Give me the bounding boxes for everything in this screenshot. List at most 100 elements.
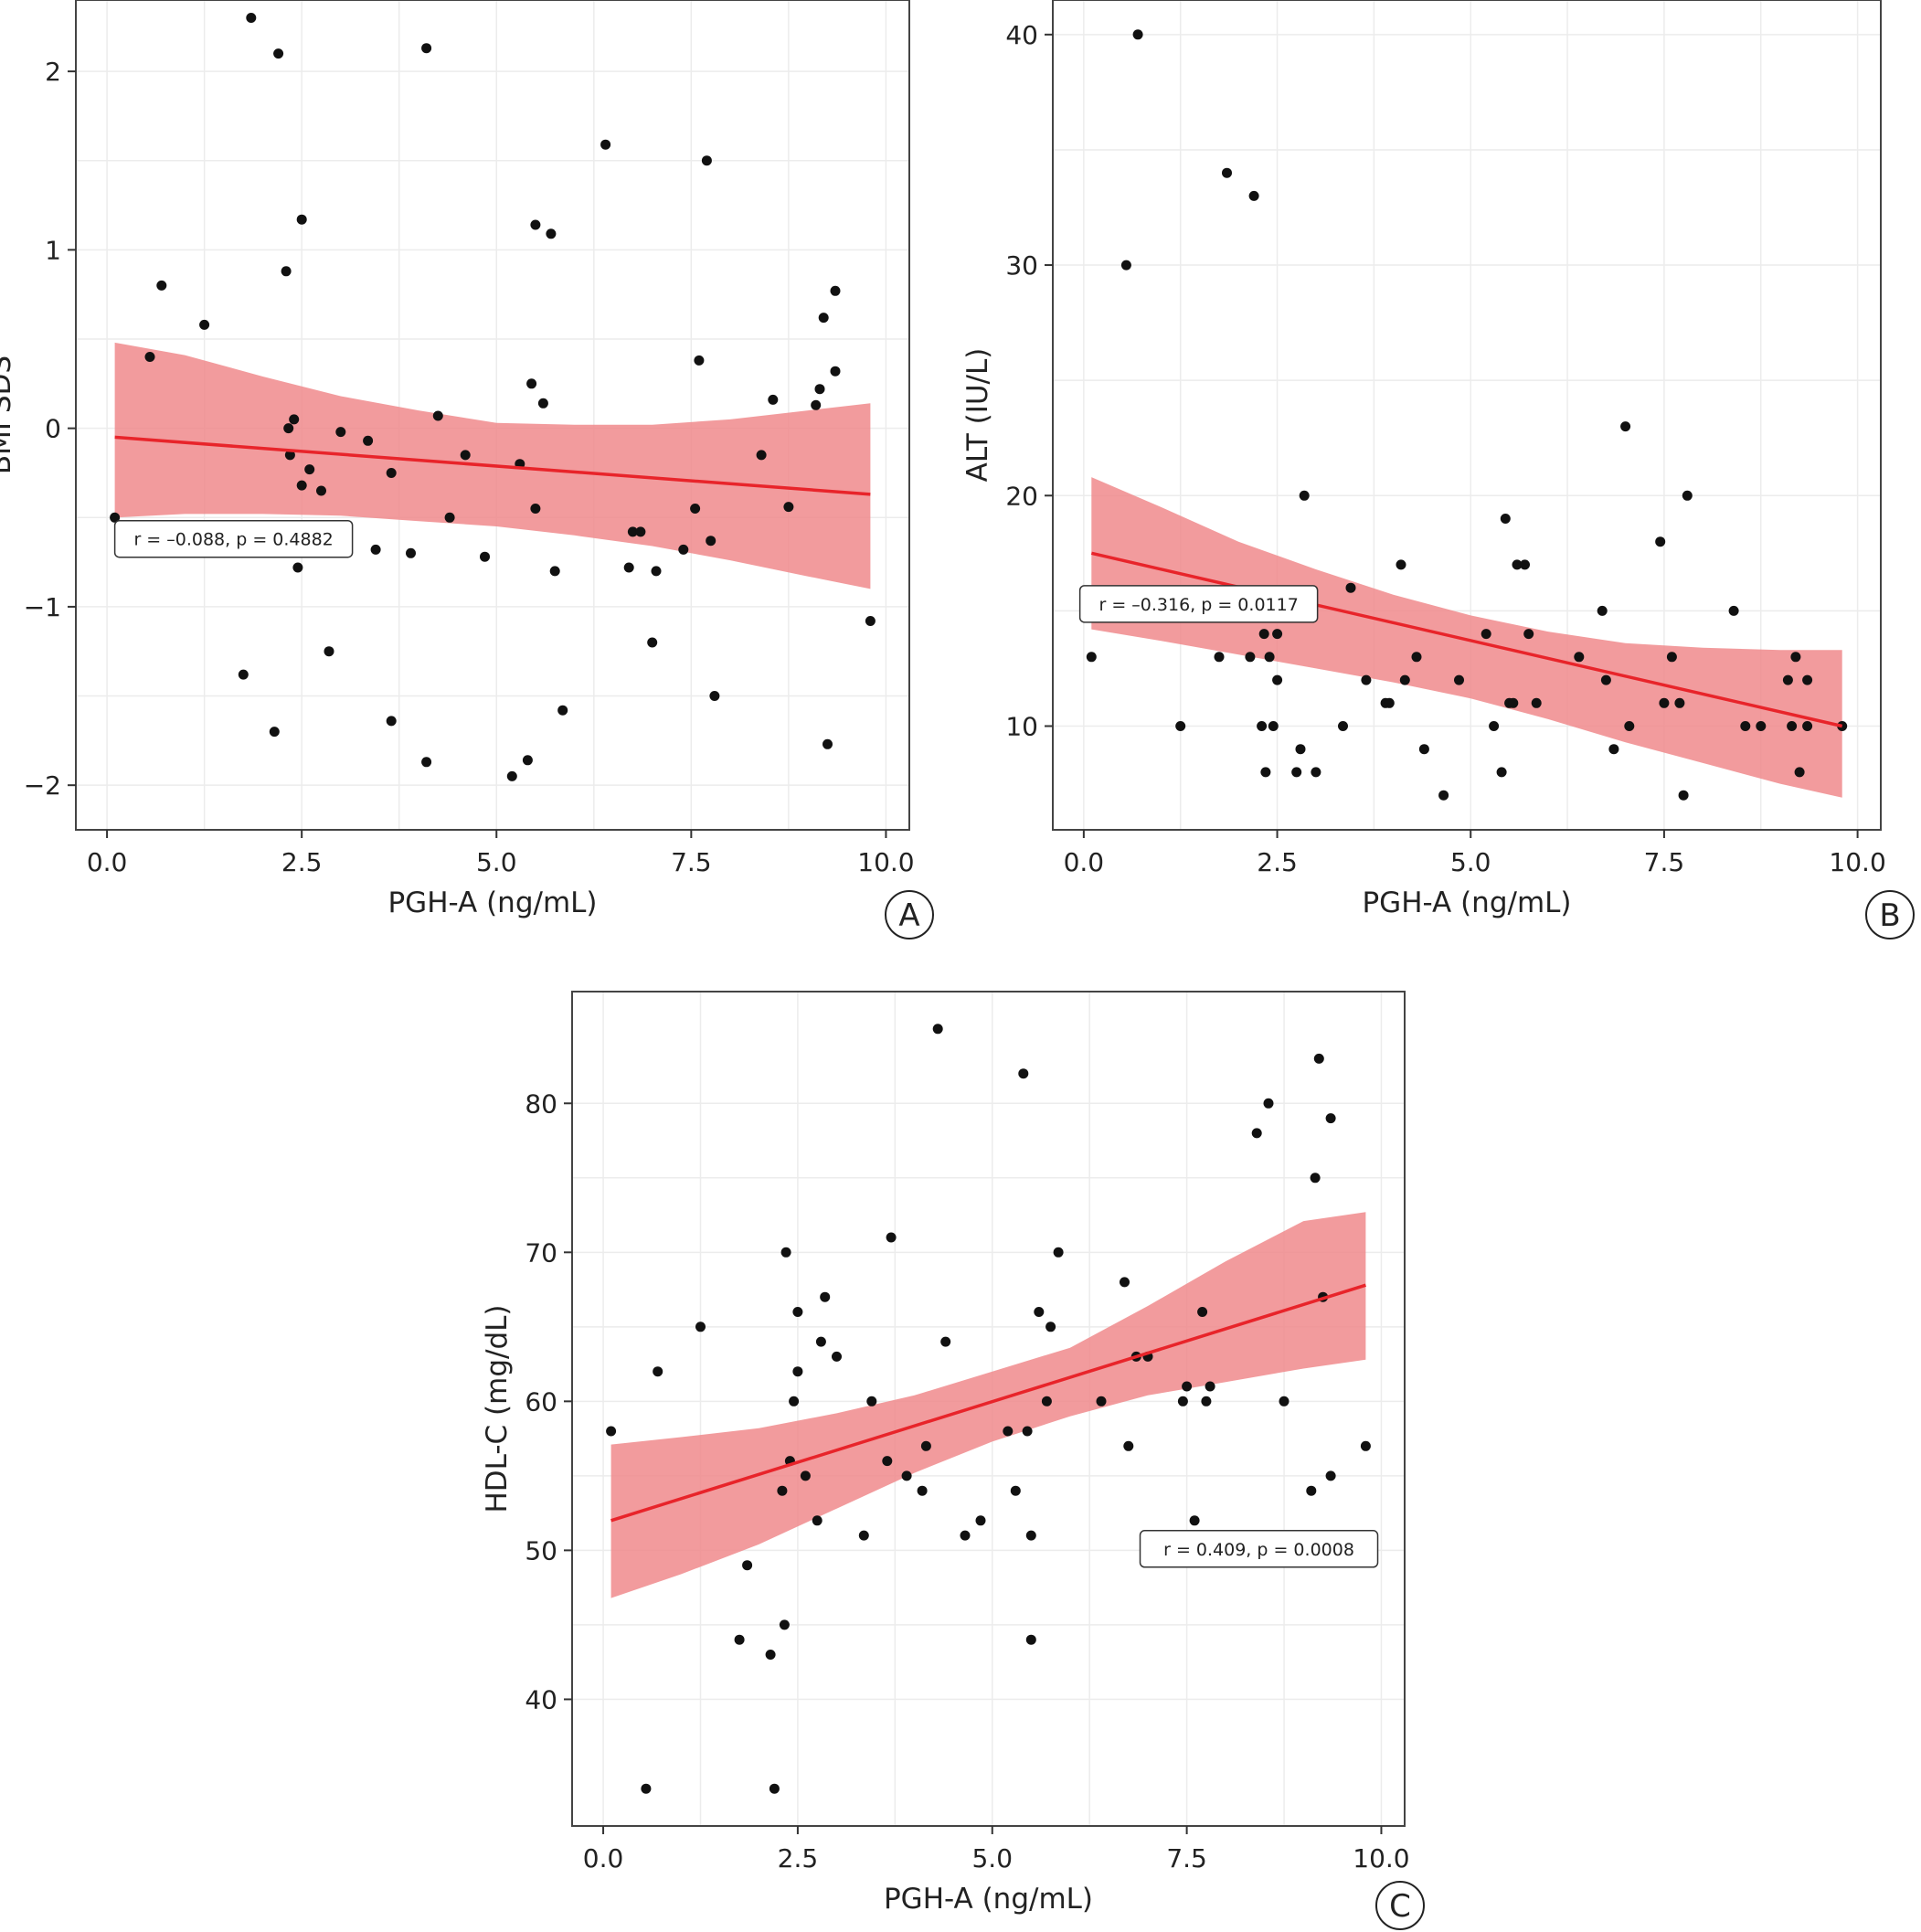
data-point — [1325, 1113, 1336, 1124]
data-point — [1201, 1396, 1212, 1407]
data-point — [110, 512, 121, 523]
data-point — [1418, 744, 1429, 755]
data-point — [1756, 721, 1767, 731]
data-point — [1299, 490, 1310, 501]
data-point — [522, 755, 533, 766]
data-point — [1802, 721, 1813, 731]
data-point — [1189, 1515, 1200, 1526]
panel-label: B — [1879, 897, 1900, 934]
data-point — [606, 1426, 617, 1437]
data-point — [1496, 767, 1507, 778]
data-point — [284, 450, 295, 461]
x-tick-label: 10.0 — [857, 847, 914, 877]
x-axis-title: PGH-A (ng/mL) — [1362, 886, 1571, 919]
confidence-band — [1091, 477, 1842, 798]
panel-label-circle — [1375, 1881, 1425, 1930]
data-point — [1034, 1307, 1045, 1317]
data-point — [316, 485, 326, 496]
data-point — [1295, 744, 1306, 755]
data-point — [1454, 674, 1464, 685]
data-point — [1182, 1381, 1193, 1392]
data-point — [549, 566, 560, 577]
data-point — [1624, 721, 1635, 731]
data-point — [144, 352, 155, 362]
data-point — [647, 637, 658, 648]
data-point — [1132, 29, 1143, 40]
data-point — [830, 285, 841, 296]
data-point — [765, 1650, 776, 1660]
data-point — [537, 398, 548, 409]
y-tick-label: 40 — [525, 1684, 557, 1714]
plot-border — [571, 991, 1406, 1827]
data-point — [1512, 559, 1523, 570]
data-point — [1175, 721, 1186, 731]
data-point — [1258, 629, 1269, 640]
data-point — [920, 1440, 931, 1451]
data-point — [421, 757, 432, 768]
data-point — [1251, 1128, 1262, 1139]
data-point — [1597, 605, 1608, 616]
x-tick-label: 5.0 — [971, 1843, 1013, 1874]
y-tick-label: −1 — [24, 592, 61, 622]
data-point — [406, 547, 416, 558]
data-point — [335, 427, 346, 438]
y-tick-label: 40 — [1005, 20, 1038, 50]
data-point — [421, 43, 432, 54]
data-point — [960, 1530, 971, 1541]
data-point — [818, 313, 829, 324]
data-point — [1123, 1440, 1134, 1451]
data-point — [1311, 767, 1321, 778]
data-point — [1120, 1277, 1130, 1288]
x-tick-label: 5.0 — [476, 847, 517, 877]
data-point — [690, 504, 701, 514]
data-point — [1740, 721, 1751, 731]
data-point — [811, 399, 822, 410]
data-point — [1360, 1440, 1371, 1451]
data-point — [156, 280, 167, 291]
data-point — [1787, 721, 1798, 731]
y-tick-label: 30 — [1005, 250, 1038, 281]
data-point — [600, 139, 611, 150]
data-point — [701, 155, 712, 166]
data-point — [932, 1024, 943, 1035]
data-point — [792, 1307, 803, 1317]
data-point — [1790, 652, 1801, 663]
data-point — [526, 378, 537, 389]
x-tick-label: 10.0 — [1353, 1843, 1409, 1874]
data-point — [557, 705, 568, 716]
data-point — [1248, 190, 1259, 201]
data-point — [432, 410, 443, 421]
data-point — [296, 214, 307, 225]
confidence-band — [610, 1212, 1366, 1598]
data-point — [820, 1291, 831, 1302]
data-point — [651, 566, 662, 577]
x-tick-label: 0.0 — [1064, 847, 1105, 877]
data-point — [1205, 1381, 1215, 1392]
data-point — [641, 1783, 652, 1794]
data-point — [792, 1366, 803, 1377]
data-point — [815, 1336, 826, 1347]
data-point — [238, 669, 249, 680]
y-tick-label: 1 — [45, 235, 61, 265]
data-point — [1655, 536, 1666, 547]
data-point — [363, 435, 374, 446]
data-point — [1659, 697, 1670, 708]
data-point — [324, 646, 334, 657]
panel-a: 0.0 2.5 5.0 7.5 10.0 −2 −1 0 1 2 PGH-A (ng/mL) BMI … — [0, 0, 934, 939]
plot-border — [75, 0, 910, 831]
panel-b: 0.0 2.5 5.0 7.5 10.0 10 20 30 40 PGH-A (ng/mL) ALT… — [961, 0, 1915, 939]
y-tick-label: 70 — [525, 1237, 557, 1268]
y-axis-title: HDL-C (mg/dL) — [481, 1304, 514, 1513]
data-point — [789, 1396, 800, 1407]
data-point — [779, 1619, 790, 1630]
data-point — [823, 738, 833, 749]
data-point — [1728, 605, 1739, 616]
data-point — [777, 1485, 788, 1496]
y-tick-label: 2 — [45, 57, 61, 87]
data-point — [1268, 721, 1279, 731]
data-point — [269, 727, 280, 738]
data-point — [780, 1247, 791, 1258]
data-point — [1010, 1485, 1021, 1496]
data-point — [1041, 1396, 1052, 1407]
